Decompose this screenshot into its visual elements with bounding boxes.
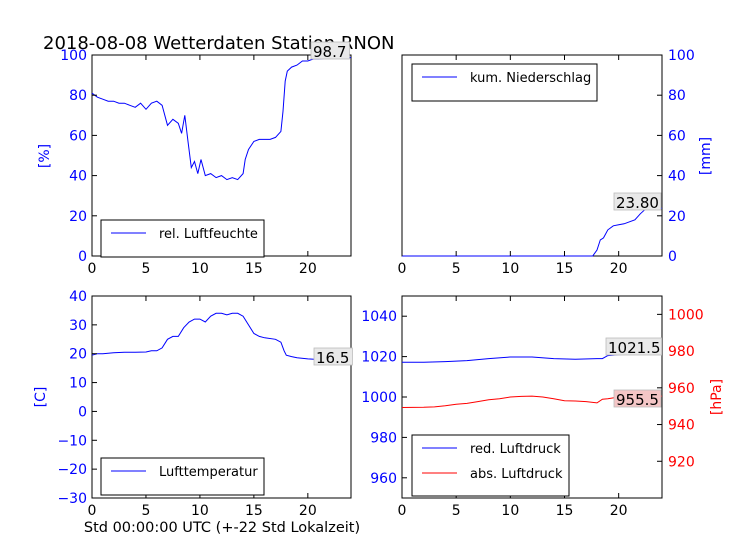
value-annotation: 98.7 [313,43,346,61]
panel-humidity: 0 5 10 15 20 0 20 40 60 80 100 [%] rel. Luftfeuchte 9… [37,41,352,277]
y-tick-label: 60 [69,128,87,144]
series-line-lufttemperatur [91,312,352,365]
x-tick-label: 0 [398,261,407,277]
legend-label: abs. Luftdruck [470,467,563,482]
series-line-rel-luftfeuchte [91,57,351,181]
value-annotation-box [613,389,662,408]
x-tick-label: 20 [610,503,628,519]
value-annotation: 1021.5 [608,339,661,357]
legend-label: Lufttemperatur [159,465,258,480]
x-tick-label: 0 [88,503,97,519]
x-tick-label: 15 [556,261,574,277]
y-tick-label: 20 [69,209,87,225]
y-tick-label: −30 [57,491,87,507]
value-annotation-box [605,337,662,356]
y-tick-label: −10 [57,433,87,449]
x-tick-label: 5 [452,503,461,519]
x-tick-label: 15 [556,503,574,519]
plot-frame [91,295,352,499]
y-tick-label: 40 [69,169,87,185]
x-tick-label: 5 [141,503,150,519]
value-annotation: 16.5 [316,349,349,367]
panel-precipitation: 0 5 10 15 20 0 20 40 60 80 100 [mm] kum. Niederschla… [398,48,714,277]
legend-box [100,219,265,258]
y-axis-label: [C] [33,387,49,408]
y-tick-label: 60 [668,128,686,144]
value-annotation-box [613,192,662,211]
x-tick-label: 10 [191,261,209,277]
y-tick-label: 40 [69,289,87,305]
x-tick-label: 10 [501,503,519,519]
series-line-kum-niederschlag [402,207,662,257]
x-tick-label: 5 [141,261,150,277]
y-axis-label: [mm] [698,137,714,175]
y-tick-label: 980 [370,430,397,446]
y-tick-label: −20 [57,462,87,478]
legend-box [411,63,598,102]
y-tick-label: 920 [668,454,695,470]
x-tick-label: 15 [245,503,263,519]
value-annotation-box [313,347,353,366]
y-tick-label: 20 [69,347,87,363]
y-tick-label: 940 [668,418,695,434]
y-tick-label: 1040 [361,309,397,325]
y-tick-label: 0 [78,404,87,420]
x-tick-label: 10 [191,503,209,519]
y-tick-label: 20 [668,209,686,225]
y-tick-label: 1020 [361,350,397,366]
y-tick-label: 30 [69,318,87,334]
x-tick-label: 0 [88,261,97,277]
y-axis-label: [hPa] [709,379,725,415]
legend-box [100,457,265,496]
y-tick-label: 100 [668,48,695,64]
value-annotation: 955.5 [616,391,659,409]
y-tick-label: 1000 [361,390,397,406]
y-tick-label: 100 [60,48,87,64]
panel-pressure: 0 5 10 15 20 960 980 1000 1020 1040 920 940 960 980 10… [361,295,725,519]
figure-xlabel: Std 00:00:00 UTC (+-22 Std Lokalzeit) [84,520,360,536]
legend-label: red. Luftdruck [470,442,561,457]
y-tick-label: 0 [78,249,87,265]
legend-label: kum. Niederschlag [470,71,591,86]
y-tick-label: 80 [668,88,686,104]
y-tick-label: 1000 [668,307,704,323]
y-tick-label: 980 [668,344,695,360]
value-annotation: 23.80 [616,194,659,212]
y-tick-label: 0 [668,249,677,265]
y-axis-label: [%] [37,144,53,168]
y-tick-label: 960 [370,471,397,487]
x-tick-label: 0 [398,503,407,519]
figure-title: 2018-08-08 Wetterdaten Station RNON [43,33,394,54]
value-annotation-box [310,41,350,60]
y-tick-label: 80 [69,88,87,104]
x-tick-label: 20 [610,261,628,277]
x-tick-label: 15 [245,261,263,277]
y-tick-label: 10 [69,376,87,392]
legend-label: rel. Luftfeuchte [159,227,258,242]
x-tick-label: 10 [501,261,519,277]
x-tick-label: 5 [452,261,461,277]
panel-temperature: 0 5 10 15 20 −30 −20 −10 0 10 20 30 40 [C] Lufttempera… [33,289,353,519]
legend-box [411,434,570,497]
y-tick-label: 960 [668,381,695,397]
x-tick-label: 20 [299,503,317,519]
y-tick-label: 40 [668,169,686,185]
x-tick-label: 20 [299,261,317,277]
